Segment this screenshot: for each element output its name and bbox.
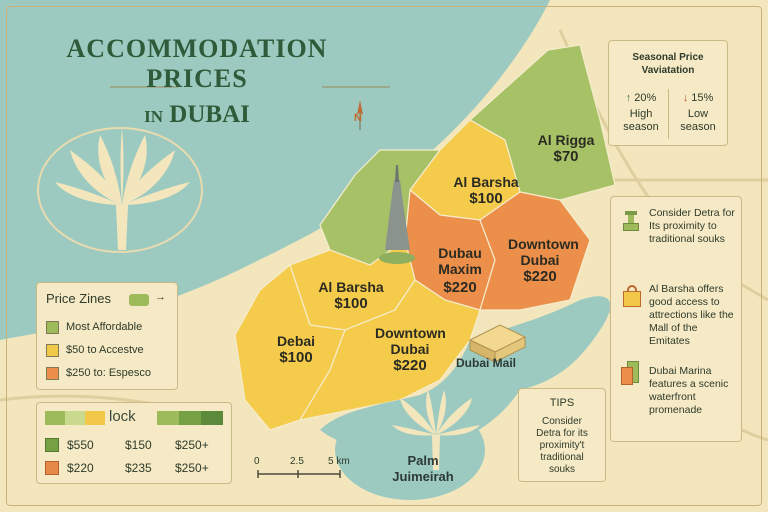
grid-cell: $550	[67, 438, 94, 452]
legend-item-mid: $50 to Accestve	[46, 343, 144, 357]
dubai-mall-icon	[468, 324, 527, 363]
shopping-bag-icon	[623, 285, 641, 307]
zone-label-downtown-east: Downtown Dubai $220	[508, 236, 579, 285]
legend-item-affordable: Most Affordable	[46, 320, 142, 334]
luggage-icon	[621, 361, 643, 385]
zone-label-downtown-south: Downtown Dubai $220	[375, 325, 446, 374]
title-line-1: ACCOMMODATION PRICES	[66, 34, 328, 93]
compass-label: N	[354, 112, 362, 124]
legend-title: Price Zines	[46, 291, 112, 306]
legend-panel: Price Zines → Most Affordable $50 to Acc…	[36, 282, 178, 390]
zone-label-al-barsha-west: Al Barsha $100	[318, 279, 384, 312]
palm-jumeirah-label: Palm Juimeirah	[392, 453, 454, 484]
seasonal-divider	[668, 89, 669, 139]
arrow-right-icon: →	[155, 291, 166, 303]
title-city: DUBAI	[169, 101, 250, 128]
zone-downtown-dubai-east	[479, 191, 591, 311]
price-zones	[234, 44, 616, 431]
tips-box: TIPS Consider Detra for its proximity't …	[518, 388, 606, 482]
zone-downtown-dubai-south	[298, 279, 481, 421]
car-icon	[129, 294, 149, 306]
grid-row-1-swatch	[45, 438, 59, 452]
zone-label-dubau-maxim: Dubau Maxim $220	[438, 245, 482, 296]
grid-row-2-swatch	[45, 461, 59, 475]
seasonal-panel: Seasonal Price Vaviatation ↑ 20% High se…	[608, 40, 728, 146]
grid-cell: $150	[125, 438, 152, 452]
arrow-up-icon: ↑	[625, 92, 632, 104]
scale-bar	[257, 470, 341, 478]
grid-cell: $250+	[175, 461, 209, 475]
scale-label-0: 0	[254, 456, 260, 467]
high-season: ↑ 20% High season	[623, 92, 659, 133]
compass-icon	[357, 100, 363, 130]
grid-cell: $220	[67, 461, 94, 475]
tips-panel: Consider Detra for Its proximity to trad…	[610, 196, 742, 442]
tip-2-text: Al Barsha offers good access to attrecti…	[649, 283, 734, 347]
scale-label-mid: 2.5	[290, 456, 304, 467]
tip-1-text: Consider Detra for Its proximity to trad…	[649, 207, 735, 245]
tips-box-text: Consider Detra for its proximity't tradi…	[536, 416, 588, 475]
scale-label-end: 5 km	[328, 456, 350, 467]
color-bar-left	[45, 411, 105, 425]
price-grid-panel: lock $550 $150 $250+ $220 $235 $250+	[36, 402, 232, 484]
arrow-down-icon: ↓	[682, 92, 689, 104]
cup-icon	[623, 211, 639, 231]
palm-jumeirah-fronds	[392, 390, 480, 470]
burj-khalifa-icon	[379, 165, 415, 264]
tip-3-text: Dubai Marina features a scenic waterfron…	[649, 365, 729, 416]
seasonal-title: Seasonal Price Vaviatation	[632, 52, 704, 76]
title-in: IN	[144, 107, 164, 126]
grid-header: lock	[109, 408, 136, 425]
tips-box-title: TIPS	[549, 397, 575, 409]
palm-fronds	[55, 128, 190, 250]
zone-label-al-barsha-north: Al Barsha $100	[453, 174, 519, 207]
legend-item-expensive: $250 to: Espesco	[46, 366, 151, 380]
grid-cell: $235	[125, 461, 152, 475]
low-season: ↓ 15% Low season	[680, 92, 716, 133]
grid-cell: $250+	[175, 438, 209, 452]
page-title: ACCOMMODATION PRICES IN DUBAI	[52, 34, 342, 132]
color-bar-right	[157, 411, 223, 425]
zone-label-debai: Debai $100	[276, 333, 316, 366]
zone-label-al-rigga: Al Rigga $70	[537, 132, 595, 165]
title-line-2: IN DUBAI	[52, 100, 342, 132]
dubai-mall-label: Dubai Mail	[456, 356, 517, 370]
